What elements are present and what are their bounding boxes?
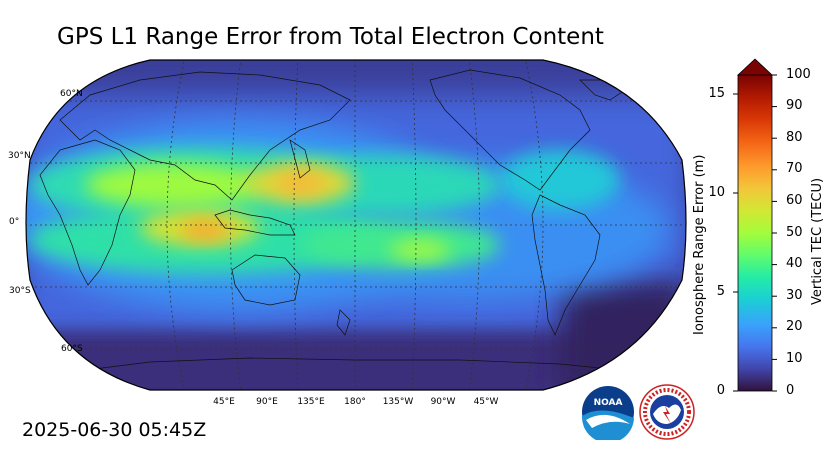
nws-logo — [639, 384, 695, 440]
colorbar — [733, 58, 777, 392]
timestamp: 2025-06-30 05:45Z — [22, 419, 207, 441]
lon-label: 90°E — [256, 397, 278, 407]
lon-label: 135°W — [382, 397, 414, 407]
tec-axis-title: Vertical TEC (TECU) — [810, 177, 825, 305]
range-tick: 0 — [716, 383, 725, 398]
chart-title: GPS L1 Range Error from Total Electron C… — [57, 24, 604, 50]
lat-label: 30°S — [9, 286, 31, 296]
tec-tick: 70 — [786, 161, 803, 176]
lat-label: 30°N — [8, 151, 31, 161]
range-tick: 10 — [708, 185, 725, 200]
graticule — [26, 60, 686, 390]
range-axis-title: Ionosphere Range Error (m) — [692, 154, 707, 335]
coastlines — [39, 69, 641, 373]
tec-tick: 10 — [786, 351, 803, 366]
tec-tick: 0 — [786, 383, 795, 398]
range-tick: 15 — [708, 86, 725, 101]
lon-label: 90°W — [430, 397, 456, 407]
lat-label: 60°S — [61, 344, 83, 354]
lon-label: 45°W — [473, 397, 499, 407]
tec-tick: 20 — [786, 319, 803, 334]
tec-field — [26, 60, 686, 390]
lon-label: 180° — [344, 397, 366, 407]
lon-label: 135°E — [297, 397, 325, 407]
tec-tick: 100 — [786, 67, 811, 82]
noaa-logo-text: NOAA — [594, 398, 623, 408]
tec-tick: 80 — [786, 130, 803, 145]
lon-label: 45°E — [213, 397, 235, 407]
tec-tick: 60 — [786, 193, 803, 208]
lat-label: 60°N — [60, 89, 83, 99]
lat-label: 0° — [9, 217, 20, 227]
range-tick: 5 — [716, 284, 725, 299]
tec-tick: 50 — [786, 225, 803, 240]
tec-tick: 40 — [786, 256, 803, 271]
tec-tick: 90 — [786, 98, 803, 113]
noaa-logo: NOAA — [581, 386, 634, 440]
tec-tick: 30 — [786, 288, 803, 303]
map-border — [25, 59, 687, 391]
